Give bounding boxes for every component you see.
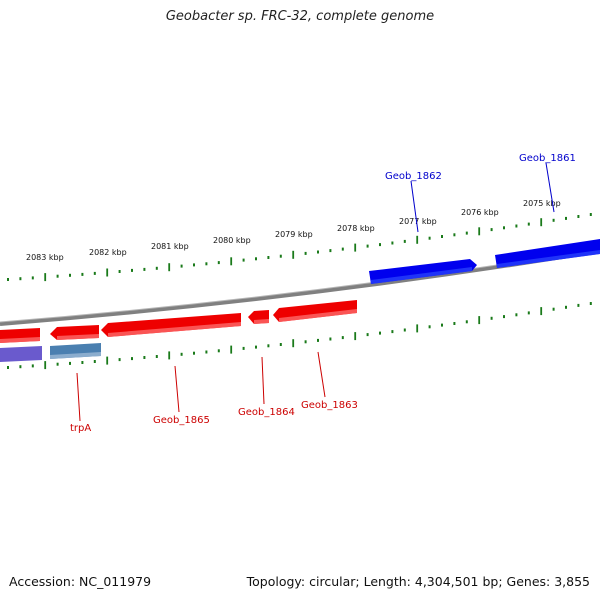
scale-label: 2082 kbp: [89, 248, 127, 257]
map-title: Geobacter sp. FRC-32, complete genome: [165, 9, 435, 24]
label-leaders: [76, 162, 555, 422]
reverse-genes: [0, 300, 357, 343]
gene-label-geob-1865: Geob_1865: [153, 415, 210, 426]
gene-label-trpA: trpA: [70, 423, 91, 434]
scale-label: 2081 kbp: [151, 242, 189, 251]
forward-genes: [369, 239, 600, 284]
scale-ruler-upper: [7, 213, 592, 282]
scale-label: 2080 kbp: [213, 236, 251, 245]
gene-labels: Geob_1862 Geob_1861 trpA Geob_1865 Geob_…: [70, 153, 576, 434]
reverse-genes-lower: [0, 343, 101, 362]
topology-text: Topology: circular; Length: 4,304,501 bp…: [246, 574, 590, 589]
scale-label: 2078 kbp: [337, 224, 375, 233]
scale-label: 2083 kbp: [26, 253, 64, 262]
scale-label: 2077 kbp: [399, 217, 437, 226]
scale-labels: 2083 kbp 2082 kbp 2081 kbp 2080 kbp 2079…: [26, 199, 561, 262]
scale-ruler-lower: [7, 302, 592, 370]
gene-label-geob-1862: Geob_1862: [385, 171, 442, 182]
scale-label: 2079 kbp: [275, 230, 313, 239]
gene-label-geob-1864: Geob_1864: [238, 407, 295, 418]
scale-label: 2075 kbp: [523, 199, 561, 208]
gene-label-geob-1861: Geob_1861: [519, 153, 576, 164]
scale-label: 2076 kbp: [461, 208, 499, 217]
gene-rna-slateblue[interactable]: [0, 346, 42, 362]
accession-text: Accession: NC_011979: [9, 574, 152, 589]
gene-label-geob-1863: Geob_1863: [301, 400, 358, 411]
